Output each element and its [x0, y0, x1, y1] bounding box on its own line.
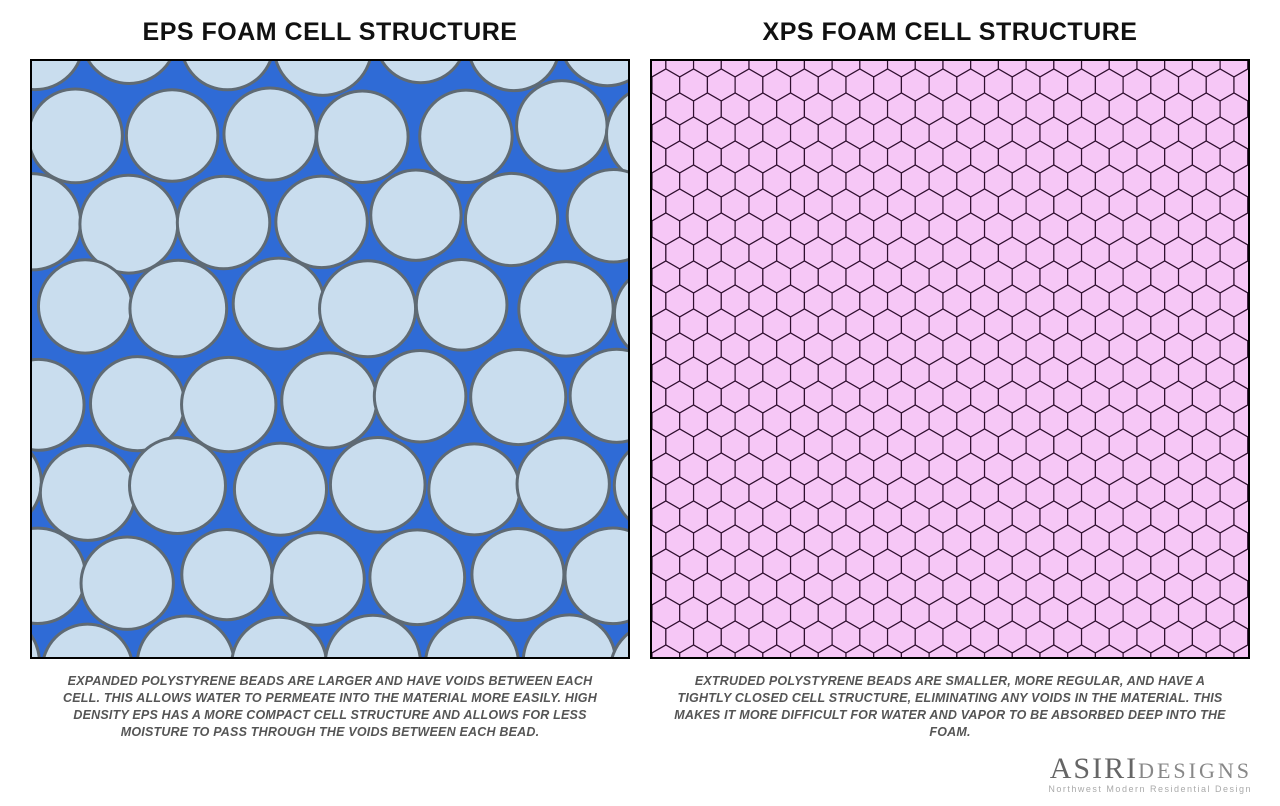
- xps-column: XPS FOAM CELL STRUCTURE EXTRUDED POLYSTY…: [650, 18, 1250, 741]
- page: EPS FOAM CELL STRUCTURE EXPANDED POLYSTY…: [0, 0, 1280, 806]
- xps-panel: [650, 59, 1250, 659]
- columns: EPS FOAM CELL STRUCTURE EXPANDED POLYSTY…: [30, 18, 1250, 741]
- eps-title: EPS FOAM CELL STRUCTURE: [143, 18, 518, 47]
- xps-diagram: [652, 61, 1248, 657]
- brand-line1: ASIRIDESIGNS: [1048, 752, 1252, 786]
- xps-caption: EXTRUDED POLYSTYRENE BEADS ARE SMALLER, …: [670, 673, 1230, 741]
- eps-panel: [30, 59, 630, 659]
- brand-tagline: Northwest Modern Residential Design: [1048, 784, 1252, 794]
- eps-caption: EXPANDED POLYSTYRENE BEADS ARE LARGER AN…: [50, 673, 610, 741]
- brand-name: ASIRI: [1050, 752, 1138, 785]
- eps-diagram: [32, 61, 628, 657]
- eps-column: EPS FOAM CELL STRUCTURE EXPANDED POLYSTY…: [30, 18, 630, 741]
- xps-title: XPS FOAM CELL STRUCTURE: [763, 18, 1138, 47]
- brand-mark: ASIRIDESIGNS Northwest Modern Residentia…: [1048, 752, 1252, 794]
- brand-suffix: DESIGNS: [1138, 758, 1252, 783]
